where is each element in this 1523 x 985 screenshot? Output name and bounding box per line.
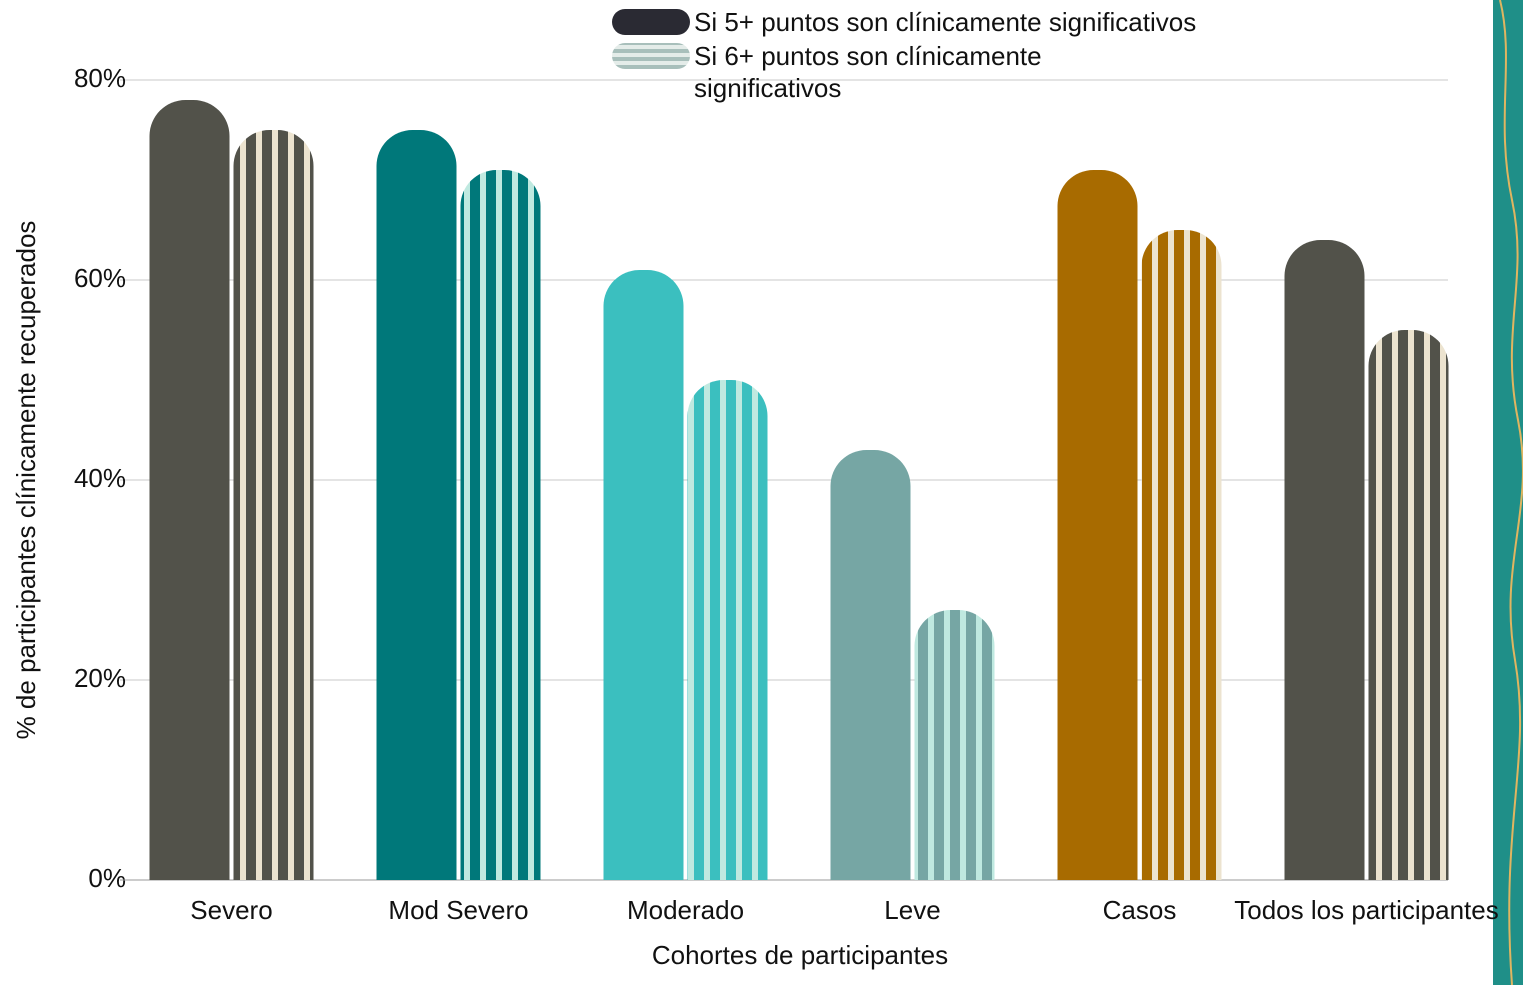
y-tick-label: 0% — [88, 863, 126, 893]
decor-line — [1499, 0, 1523, 985]
x-tick-label: Leve — [884, 895, 940, 925]
decor-panel — [1493, 0, 1523, 985]
bar — [1141, 230, 1222, 880]
y-tick-label: 20% — [74, 663, 126, 693]
x-tick-label: Casos — [1103, 895, 1177, 925]
bar — [1284, 240, 1365, 880]
legend-label: Si 5+ puntos son clínicamente significat… — [694, 7, 1197, 37]
y-tick-label: 40% — [74, 463, 126, 493]
bar — [687, 380, 768, 880]
x-tick-label: Todos los participantes — [1234, 895, 1498, 925]
bar — [376, 130, 457, 880]
legend-item: Si 5+ puntos son clínicamente significat… — [612, 6, 1196, 38]
y-tick-label: 80% — [74, 63, 126, 93]
bar — [1057, 170, 1138, 880]
x-axis-title: Cohortes de participantes — [652, 940, 948, 970]
bar — [149, 100, 230, 880]
y-tick-label: 60% — [74, 263, 126, 293]
x-tick-label: Moderado — [627, 895, 744, 925]
legend-swatch — [612, 43, 690, 69]
bar — [830, 450, 911, 880]
bar — [233, 130, 314, 880]
legend-swatch — [612, 9, 690, 35]
bar — [1368, 330, 1449, 880]
bar — [460, 170, 541, 880]
x-tick-label: Severo — [190, 895, 272, 925]
y-axis-title: % de participantes clínicamente recupera… — [11, 221, 41, 740]
bar — [914, 610, 995, 880]
legend-item: Si 6+ puntos son clínicamente significat… — [612, 40, 1196, 104]
legend: Si 5+ puntos son clínicamente significat… — [612, 6, 1196, 106]
x-tick-label: Mod Severo — [388, 895, 528, 925]
bar — [603, 270, 684, 880]
legend-label: Si 6+ puntos son clínicamente significat… — [694, 41, 1042, 103]
